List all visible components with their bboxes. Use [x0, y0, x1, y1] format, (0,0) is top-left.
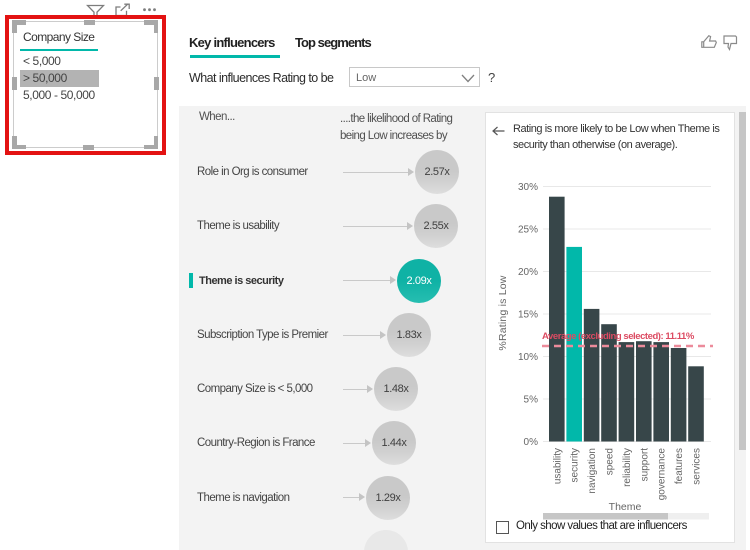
svg-text:support: support — [639, 448, 650, 482]
svg-text:0%: 0% — [524, 437, 539, 448]
svg-text:security: security — [570, 448, 581, 482]
svg-text:Theme: Theme — [609, 501, 642, 513]
svg-text:25%: 25% — [518, 225, 538, 236]
svg-text:speed: speed — [605, 448, 616, 475]
svg-text:reliability: reliability — [622, 448, 633, 487]
svg-text:features: features — [674, 448, 685, 484]
svg-text:20%: 20% — [518, 267, 538, 278]
svg-text:usability: usability — [552, 448, 563, 484]
svg-text:Average (excluding selected):: Average (excluding selected): 11.11% — [542, 331, 695, 342]
svg-text:30%: 30% — [518, 182, 538, 193]
svg-text:navigation: navigation — [587, 448, 598, 494]
svg-text:5%: 5% — [524, 395, 539, 406]
svg-text:10%: 10% — [518, 352, 538, 363]
svg-text:15%: 15% — [518, 310, 538, 321]
svg-text:%Rating is Low: %Rating is Low — [497, 275, 509, 350]
svg-text:services: services — [692, 448, 703, 485]
svg-text:governance: governance — [657, 448, 668, 501]
